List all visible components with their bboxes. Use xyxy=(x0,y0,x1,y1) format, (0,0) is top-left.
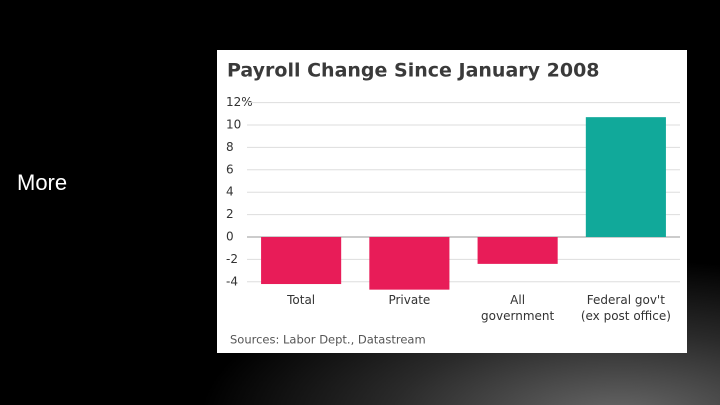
y-tick-label: 0 xyxy=(226,230,234,244)
x-tick-label: Private xyxy=(388,293,431,307)
chart-panel: Payroll Change Since January 2008 Source… xyxy=(217,50,687,353)
y-tick-label: 12% xyxy=(226,95,253,109)
y-tick-label: 2 xyxy=(226,207,234,221)
y-tick-label: 4 xyxy=(226,185,234,199)
y-tick-label: -2 xyxy=(226,252,238,266)
slide-text: More xyxy=(17,170,68,195)
bar xyxy=(261,237,342,285)
chart: Payroll Change Since January 2008 Source… xyxy=(226,60,680,347)
chart-title: Payroll Change Since January 2008 xyxy=(227,60,600,82)
y-tick-label: 8 xyxy=(226,140,234,154)
bar xyxy=(477,237,558,264)
source-note: Sources: Labor Dept., Datastream xyxy=(230,333,426,347)
y-tick-label: 10 xyxy=(226,118,241,132)
bar xyxy=(369,237,450,290)
x-tick-label: Total xyxy=(287,293,316,307)
y-tick-label: -4 xyxy=(226,274,238,288)
x-tick-label: Federal gov't (ex post office) xyxy=(580,293,671,323)
bar xyxy=(585,117,666,237)
y-tick-label: 6 xyxy=(226,162,234,176)
x-tick-label: All government xyxy=(481,293,555,323)
